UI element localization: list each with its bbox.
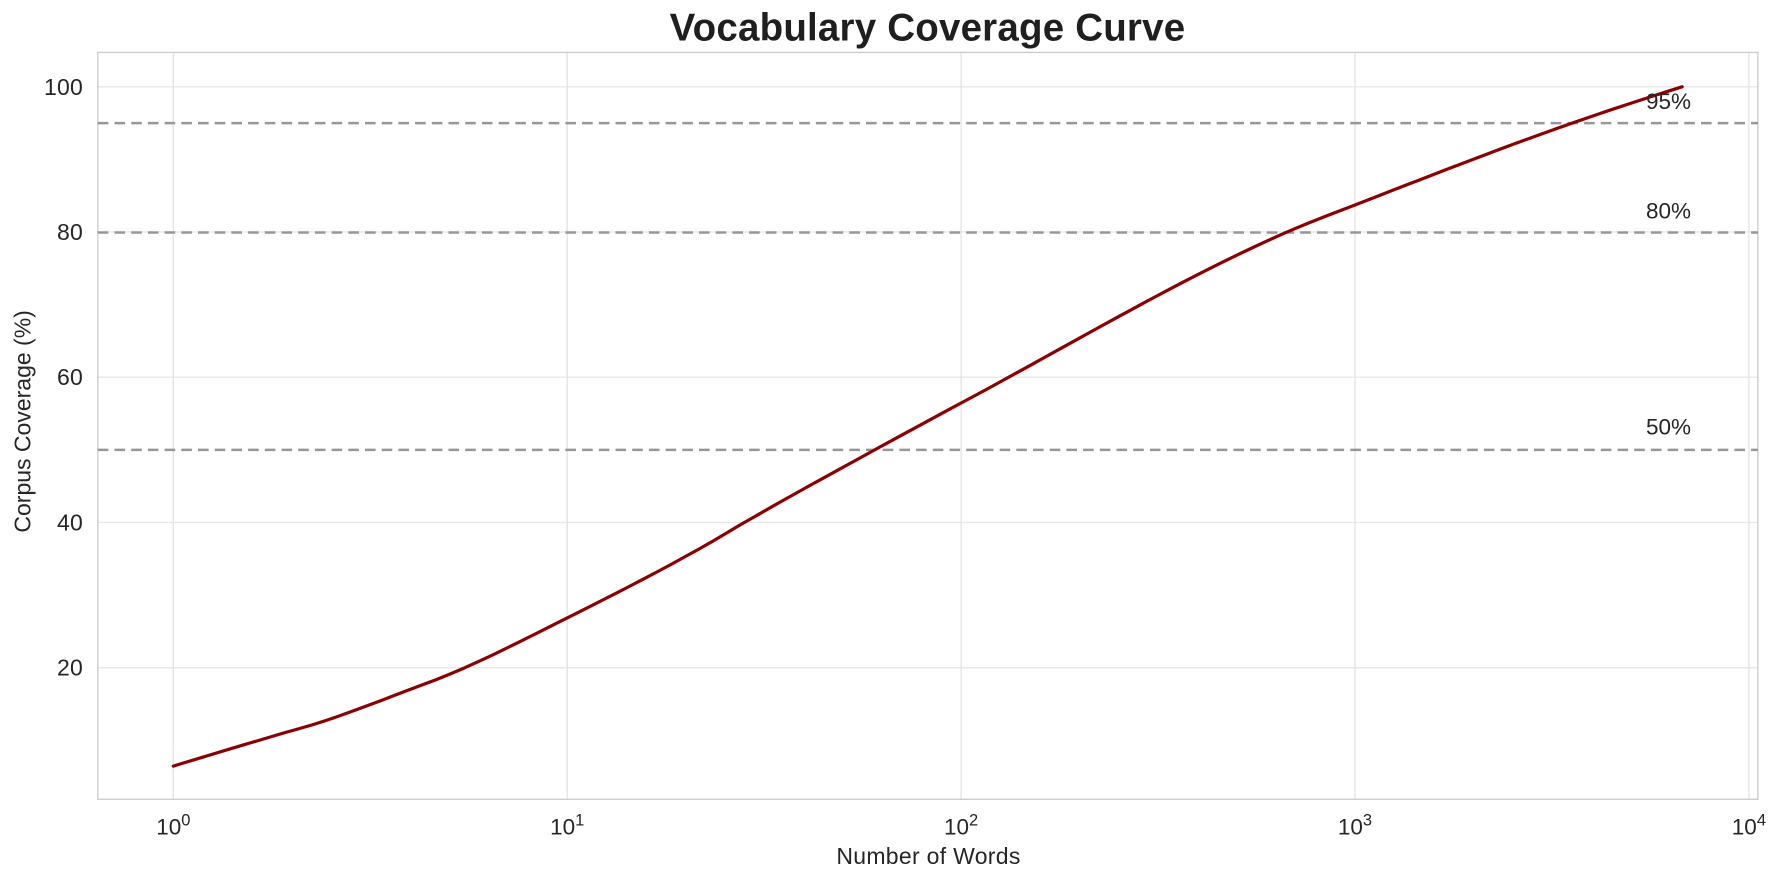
svg-text:40: 40 [57,510,83,536]
svg-text:50%: 50% [1646,414,1691,439]
svg-text:60: 60 [57,364,83,390]
svg-text:Corpus Coverage (%): Corpus Coverage (%) [10,310,36,532]
svg-text:95%: 95% [1646,89,1691,114]
svg-text:80: 80 [57,219,83,245]
svg-text:Number of Words: Number of Words [836,843,1020,869]
svg-text:Vocabulary Coverage Curve: Vocabulary Coverage Curve [670,7,1186,50]
svg-text:20: 20 [57,655,83,681]
svg-text:100: 100 [44,74,83,100]
svg-text:80%: 80% [1646,198,1691,223]
